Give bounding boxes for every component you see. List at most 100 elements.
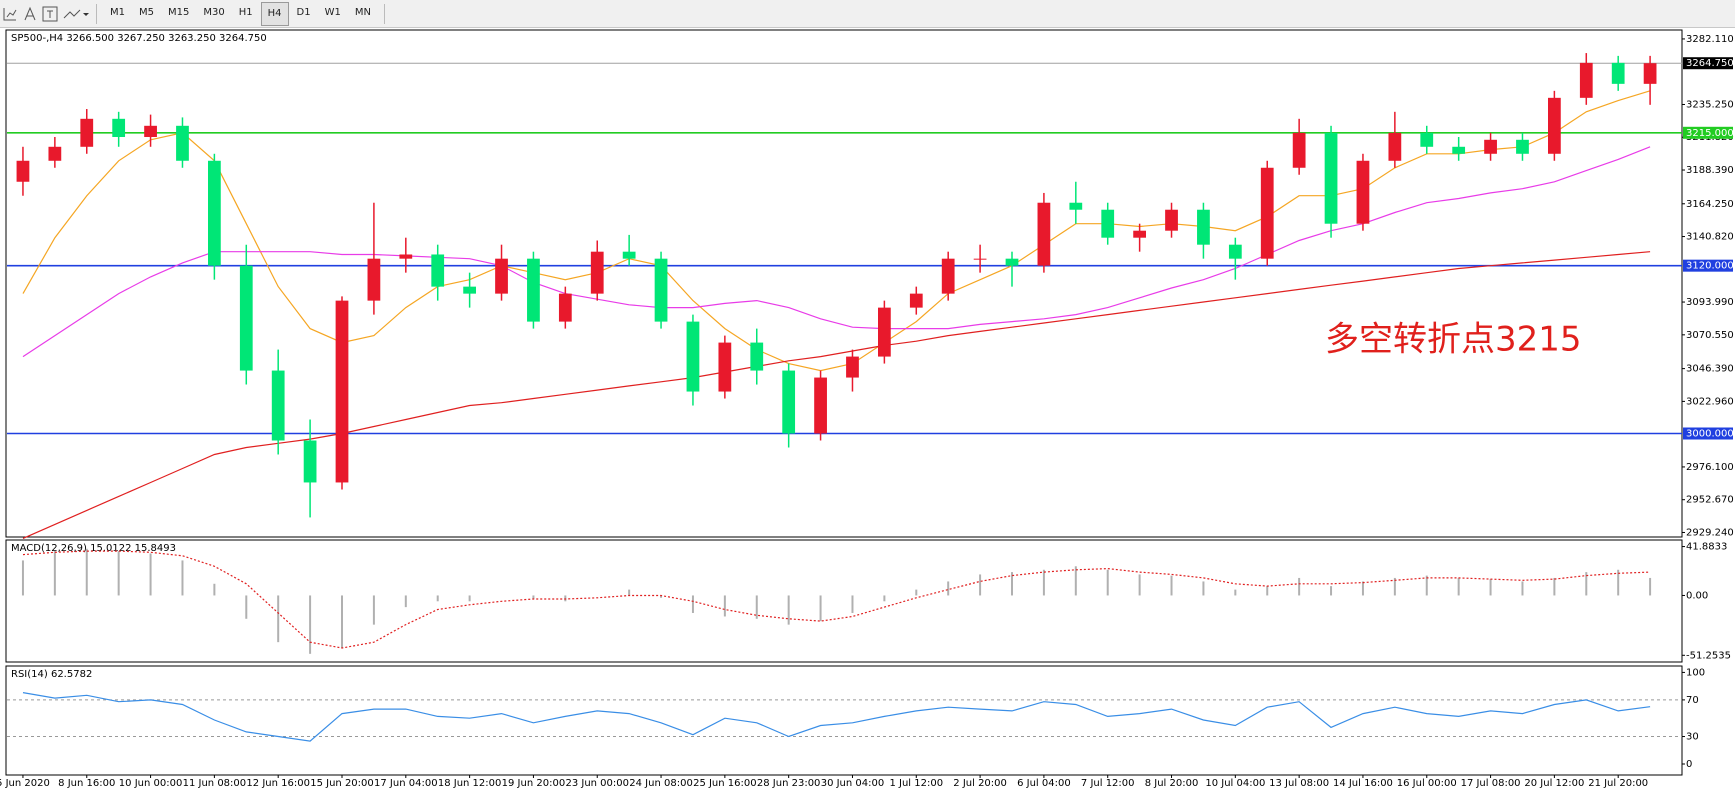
candle-body (1037, 202, 1051, 266)
y-tick-label: 0 (1686, 759, 1692, 770)
y-tick-label: 2929.240 (1686, 527, 1734, 538)
candle-body (176, 125, 189, 161)
y-tick-label: 3235.250 (1686, 99, 1734, 110)
candle-body (622, 251, 636, 259)
y-tick-label: 0.00 (1686, 590, 1708, 601)
timeframes: M1 M5 M15 M30 H1 H4 D1 W1 MN (103, 1, 378, 26)
x-tick-label: 16 Jul 00:00 (1397, 778, 1457, 789)
y-tick-label: 3070.550 (1686, 330, 1734, 341)
candle-body (1165, 209, 1178, 231)
price-label-box (1683, 427, 1733, 440)
candle-body (1548, 97, 1561, 154)
price-label-box (1683, 57, 1733, 70)
candle-body (718, 342, 732, 392)
timeframe-button[interactable]: MN (354, 7, 371, 18)
x-tick-label: 23 Jun 00:00 (565, 778, 629, 789)
panel-frame (5, 665, 1683, 776)
x-tick-label: 7 Jul 12:00 (1081, 778, 1135, 789)
timeframe-button[interactable]: M5 (139, 7, 154, 18)
candle-body (909, 293, 923, 308)
candle-body (1516, 139, 1529, 154)
panel-title: MACD(12,26,9) 15.0122 15.8493 (11, 543, 176, 554)
candle-body (878, 307, 891, 357)
candle-body (686, 321, 700, 392)
x-tick-label: 12 Jun 16:00 (246, 778, 310, 789)
price-label-box (1683, 126, 1733, 139)
candle-body (1101, 209, 1115, 238)
candle-body (1324, 132, 1338, 224)
price-label-box (1683, 259, 1733, 272)
candle-body (1069, 202, 1083, 210)
candle-body (527, 258, 540, 322)
candle-body (1452, 146, 1466, 154)
tool-icon[interactable] (60, 4, 90, 24)
moving-average (22, 251, 1651, 539)
x-tick-label: 19 Jun 20:00 (502, 778, 566, 789)
separator (96, 3, 97, 24)
candle-body (16, 160, 30, 182)
chart: SP500-,H4 3266.500 3267.250 3263.250 326… (0, 29, 1734, 789)
candle-body (399, 254, 413, 259)
timeframe-button[interactable]: H4 (260, 1, 289, 26)
timeframe-button[interactable]: M15 (168, 7, 190, 18)
candle-body (1133, 230, 1146, 238)
candle-body (239, 265, 253, 371)
candle-body (367, 258, 381, 301)
timeframe-button[interactable]: H1 (238, 7, 253, 18)
y-tick-label: 2976.100 (1686, 462, 1734, 473)
y-tick-label: 3140.820 (1686, 232, 1734, 243)
panel-frame (5, 539, 1683, 663)
x-tick-label: 21 Jul 20:00 (1588, 778, 1648, 789)
candle-body (112, 118, 126, 137)
moving-average (22, 146, 1651, 358)
candle-body (558, 293, 572, 322)
candle-body (431, 254, 445, 287)
y-tick-label: 3282.110 (1686, 34, 1734, 45)
y-tick-label: 3188.390 (1686, 165, 1734, 176)
tool-icon[interactable] (40, 4, 60, 24)
candle-body (80, 118, 94, 147)
timeframe-button[interactable]: D1 (296, 7, 311, 18)
timeframe-button[interactable]: M30 (203, 7, 225, 18)
candle-body (590, 251, 604, 294)
x-tick-label: 17 Jun 04:00 (374, 778, 438, 789)
candle-body (1260, 167, 1274, 259)
x-tick-label: 8 Jul 20:00 (1145, 778, 1199, 789)
candle-body (1420, 132, 1434, 147)
timeframe-button[interactable]: W1 (324, 7, 341, 18)
candle-body (750, 342, 764, 371)
moving-average (22, 90, 1651, 372)
candle-body (1643, 63, 1657, 84)
y-tick-label: 3093.990 (1686, 297, 1734, 308)
x-tick-label: 18 Jun 12:00 (438, 778, 502, 789)
candle-body (271, 370, 285, 441)
candle-body (814, 377, 827, 434)
rsi-line (22, 692, 1651, 742)
price-label: 3215.000 (1686, 128, 1734, 139)
x-tick-label: 6 Jul 04:00 (1017, 778, 1071, 789)
x-tick-label: 28 Jun 23:00 (757, 778, 821, 789)
candle-body (1579, 62, 1593, 98)
candle-body (463, 286, 476, 294)
candle-body (1484, 139, 1497, 154)
panel-frame (5, 29, 1683, 538)
x-tick-label: 17 Jul 08:00 (1461, 778, 1521, 789)
tool-icon[interactable] (20, 4, 40, 24)
x-tick-label: 25 Jun 16:00 (693, 778, 757, 789)
candle-body (973, 258, 987, 260)
price-label: 3264.750 (1686, 58, 1734, 69)
x-tick-label: 2 Jul 20:00 (953, 778, 1007, 789)
y-tick-label: 3046.390 (1686, 364, 1734, 375)
tool-icon[interactable] (0, 4, 20, 24)
y-tick-label: 70 (1686, 695, 1699, 706)
x-tick-label: 15 Jun 20:00 (310, 778, 374, 789)
timeframe-button[interactable]: M1 (110, 7, 125, 18)
toolbar: M1 M5 M15 M30 H1 H4 D1 W1 MN (0, 0, 1735, 28)
y-tick-label: 30 (1686, 732, 1699, 743)
candle-body (1228, 244, 1242, 259)
candle-body (941, 258, 955, 294)
panel-title: SP500-,H4 3266.500 3267.250 3263.250 326… (11, 33, 267, 44)
panel-title: RSI(14) 62.5782 (11, 669, 92, 680)
candle-body (1356, 160, 1370, 224)
